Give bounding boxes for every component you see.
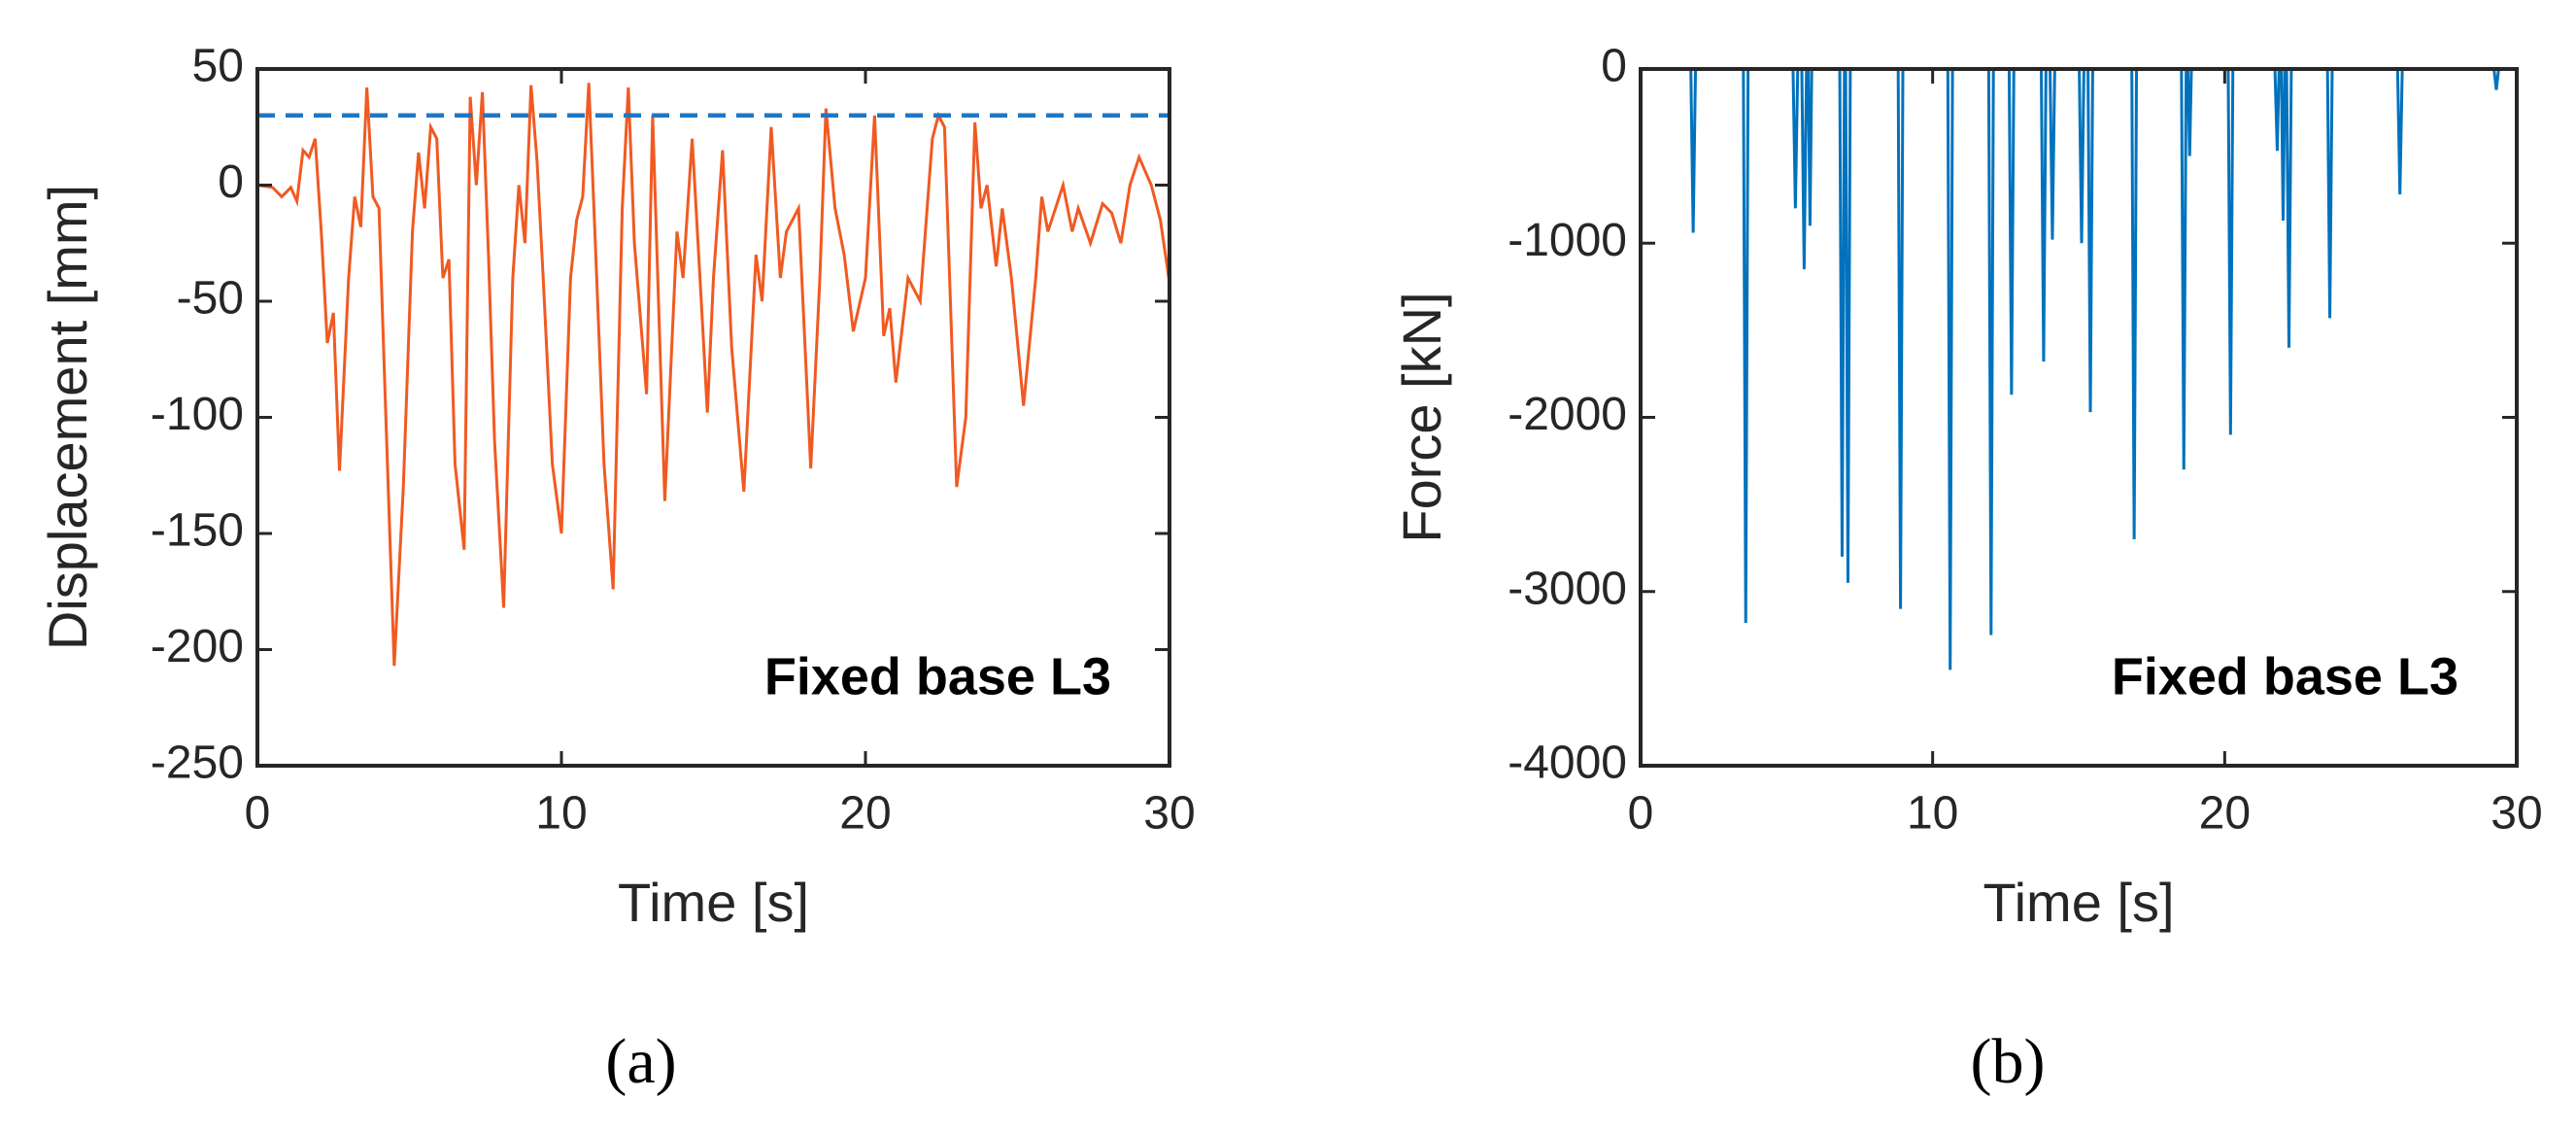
subplot-label: (b) bbox=[1971, 1026, 2046, 1097]
x-tick-label: 20 bbox=[2199, 788, 2251, 840]
y-tick-label: -2000 bbox=[1508, 389, 1627, 440]
y-tick-label: -150 bbox=[151, 505, 244, 557]
y-tick-label: -250 bbox=[151, 738, 244, 789]
y-tick-label: -50 bbox=[177, 273, 244, 325]
x-axis-label: Time [s] bbox=[1983, 872, 2174, 933]
y-tick-label: -100 bbox=[151, 389, 244, 440]
annotation: Fixed base L3 bbox=[764, 647, 1111, 705]
y-tick-label: -4000 bbox=[1508, 738, 1627, 789]
data-line bbox=[256, 83, 1171, 667]
y-tick-label: 50 bbox=[192, 41, 244, 92]
annotation: Fixed base L3 bbox=[2112, 647, 2458, 705]
y-tick-label: -3000 bbox=[1508, 563, 1627, 614]
y-tick-label: -200 bbox=[151, 621, 244, 672]
x-axis-label: Time [s] bbox=[618, 872, 809, 933]
y-tick-label: -1000 bbox=[1508, 215, 1627, 266]
x-tick-label: 10 bbox=[535, 788, 587, 840]
y-tick-label: 0 bbox=[1601, 41, 1627, 92]
axes-box bbox=[255, 67, 1171, 768]
y-axis-label: Displacement [mm] bbox=[37, 185, 98, 650]
data-line bbox=[1641, 67, 2517, 670]
subplot-label: (a) bbox=[605, 1026, 676, 1097]
axes-box bbox=[1639, 67, 2519, 768]
x-tick-label: 20 bbox=[839, 788, 891, 840]
x-tick-label: 0 bbox=[245, 788, 271, 840]
x-tick-label: 30 bbox=[2491, 788, 2542, 840]
x-tick-label: 30 bbox=[1143, 788, 1195, 840]
y-axis-label: Force [kN] bbox=[1391, 292, 1452, 542]
y-tick-label: 0 bbox=[218, 156, 244, 208]
x-tick-label: 0 bbox=[1628, 788, 1654, 840]
x-tick-label: 10 bbox=[1907, 788, 1958, 840]
